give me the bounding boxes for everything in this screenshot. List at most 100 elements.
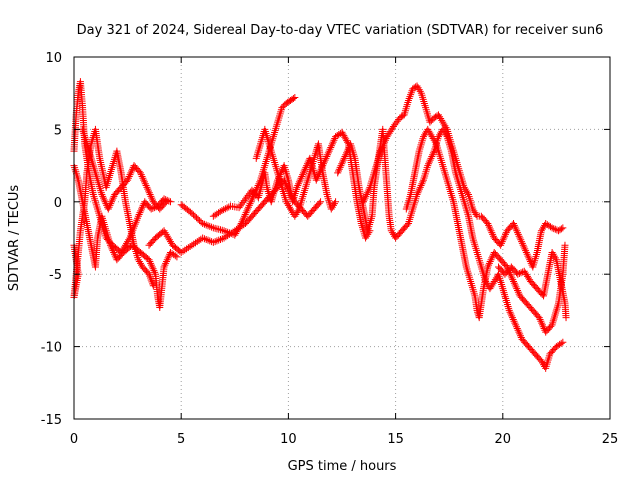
data-point [516, 332, 524, 340]
data-point [512, 321, 520, 329]
data-point [243, 207, 251, 215]
data-point [241, 210, 249, 218]
data-point [244, 205, 252, 213]
data-point [279, 102, 287, 110]
data-point [220, 234, 228, 242]
data-point [142, 182, 150, 190]
data-point [341, 153, 349, 161]
data-point [488, 254, 496, 262]
data-point [500, 234, 508, 242]
data-point [247, 198, 255, 206]
data-point [104, 205, 112, 213]
data-point [515, 328, 523, 336]
data-point [313, 174, 321, 182]
data-point [559, 224, 567, 232]
data-point [218, 206, 226, 214]
data-point [440, 120, 448, 128]
data-point [188, 209, 196, 217]
y-tick-label: 5 [54, 123, 62, 138]
data-point [162, 259, 170, 267]
data-point [462, 187, 470, 195]
data-point [123, 239, 131, 247]
data-point [363, 191, 371, 199]
data-point [330, 200, 338, 208]
data-point [326, 145, 334, 153]
data-point [298, 172, 306, 180]
data-point [324, 149, 332, 157]
data-point [359, 198, 367, 206]
data-point [135, 210, 143, 218]
data-point [312, 176, 320, 184]
data-point [108, 196, 116, 204]
data-point [164, 254, 172, 262]
data-point [469, 205, 477, 213]
data-point [242, 209, 250, 217]
data-point [485, 259, 493, 267]
data-point [388, 229, 396, 237]
data-point [490, 277, 498, 285]
data-point [501, 232, 509, 240]
data-point [472, 210, 480, 218]
data-point [512, 283, 520, 291]
data-point [164, 234, 172, 242]
data-point [461, 185, 469, 193]
data-point [471, 209, 479, 217]
data-point [284, 201, 292, 209]
data-point [287, 205, 295, 213]
data-point [485, 223, 493, 231]
data-point [135, 258, 143, 266]
data-point [283, 200, 291, 208]
data-point [486, 285, 494, 293]
x-tick-label: 0 [70, 432, 78, 447]
data-point [110, 250, 118, 258]
data-point [526, 258, 534, 266]
data-point [431, 138, 439, 146]
data-point [547, 223, 555, 231]
data-point [293, 183, 301, 191]
data-point [424, 162, 432, 170]
data-point [163, 232, 171, 240]
data-point [291, 94, 299, 102]
y-tick-label: 0 [54, 196, 62, 211]
data-point [425, 127, 433, 135]
data-point [278, 104, 286, 112]
data-point [206, 222, 214, 230]
data-point [196, 217, 204, 225]
data-point [293, 209, 301, 217]
data-point [300, 167, 308, 175]
data-point [416, 183, 424, 191]
y-tick-label: -15 [41, 413, 62, 428]
data-point [489, 279, 497, 287]
data-point [223, 204, 231, 212]
data-point [221, 205, 229, 213]
data-point [108, 198, 116, 206]
data-point [418, 180, 426, 188]
data-point [108, 245, 116, 253]
data-point [220, 206, 228, 214]
data-point [136, 169, 144, 177]
data-point [524, 252, 532, 260]
data-point [511, 281, 519, 289]
data-point [487, 256, 495, 264]
data-point [521, 245, 529, 253]
data-point [414, 189, 422, 197]
data-point [149, 265, 157, 273]
data-point [537, 357, 545, 365]
data-point [163, 256, 171, 264]
data-point [224, 228, 232, 236]
data-point [301, 165, 309, 173]
data-point [148, 263, 156, 271]
data-point [215, 236, 223, 244]
data-point [497, 241, 505, 249]
data-point [425, 158, 433, 166]
data-point [538, 321, 546, 329]
data-point [519, 241, 527, 249]
data-point [328, 203, 336, 211]
data-point [548, 248, 556, 256]
data-point [442, 124, 450, 132]
data-point [209, 238, 217, 246]
data-point [296, 176, 304, 184]
data-point [109, 247, 117, 255]
data-point [508, 314, 516, 322]
